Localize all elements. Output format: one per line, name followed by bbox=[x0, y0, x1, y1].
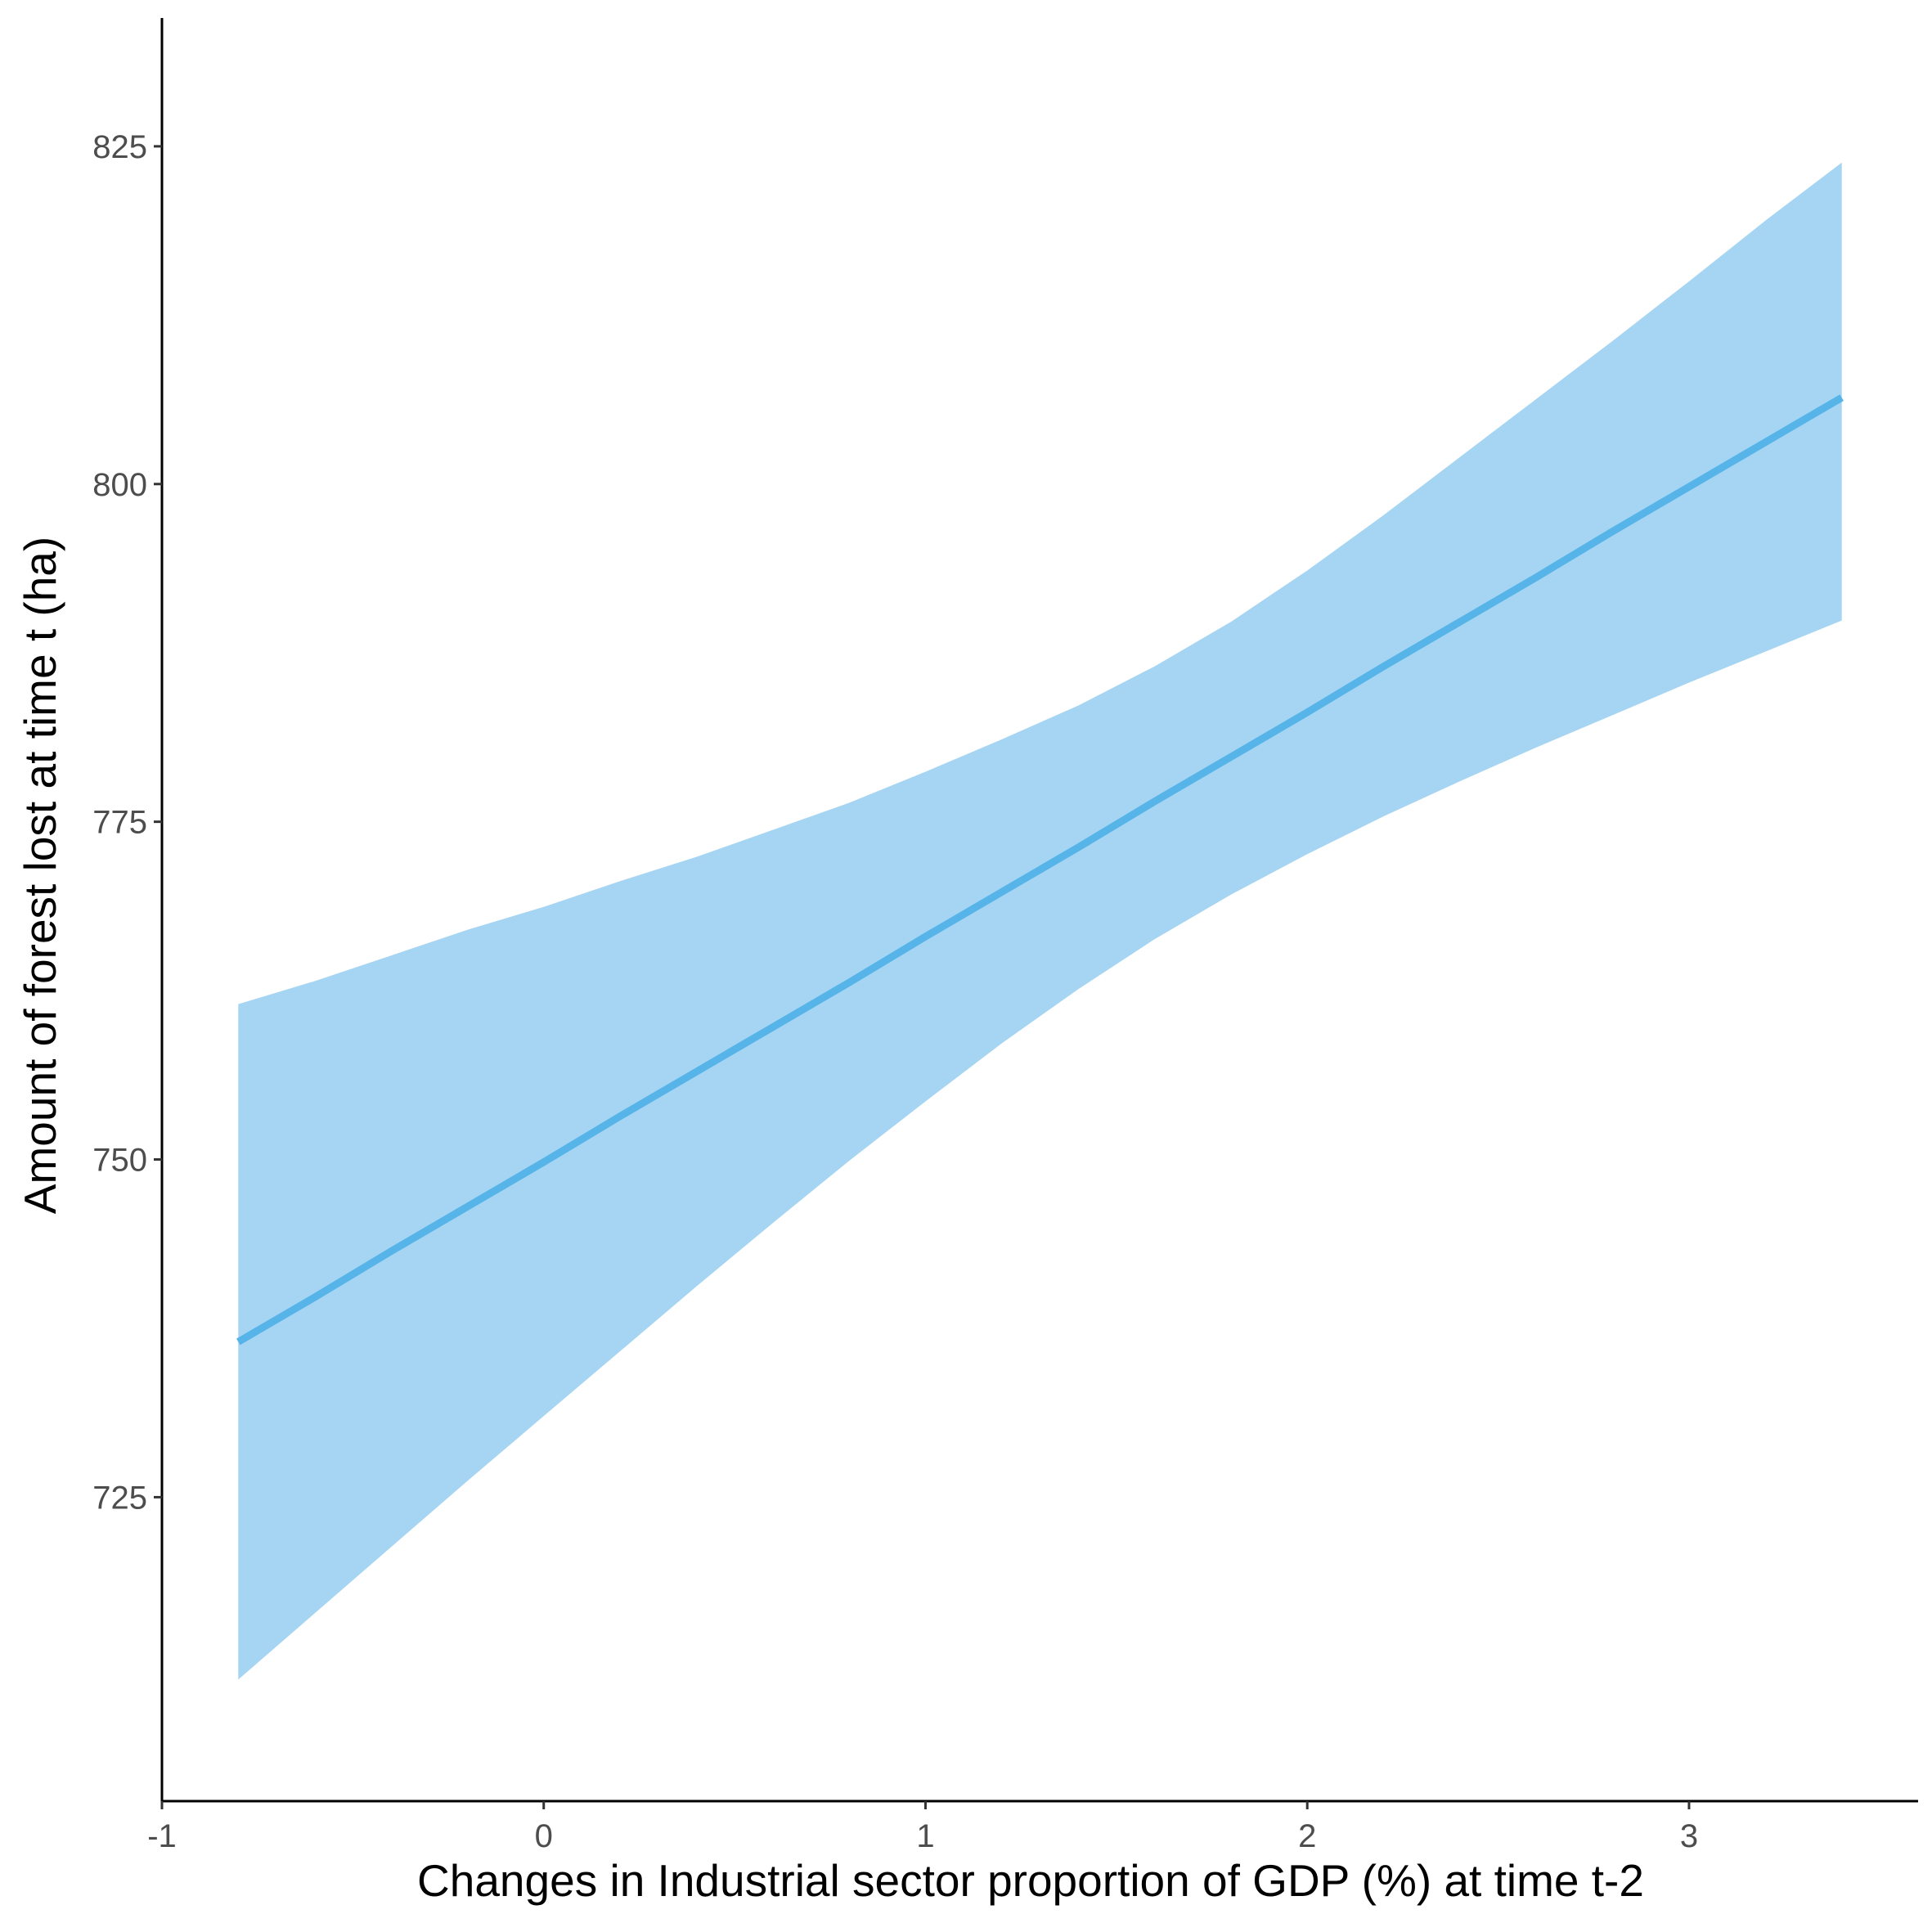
x-tick-label: 0 bbox=[535, 1818, 553, 1854]
confidence-band bbox=[238, 162, 1842, 1680]
x-axis-title: Changes in Industrial sector proportion … bbox=[417, 1855, 1644, 1906]
y-axis-ticks: 725 750 775 800 825 bbox=[92, 129, 162, 1516]
y-tick-label: 725 bbox=[92, 1480, 147, 1516]
y-axis-title: Amount of forest lost at time t (ha) bbox=[15, 537, 65, 1214]
y-tick-label: 750 bbox=[92, 1143, 147, 1179]
fitted-line bbox=[236, 394, 1844, 1346]
x-axis-ticks: -1 0 1 2 3 bbox=[147, 1801, 1698, 1854]
x-tick-label: 2 bbox=[1298, 1818, 1316, 1854]
plot-area bbox=[236, 162, 1844, 1680]
x-tick-label: -1 bbox=[147, 1818, 177, 1854]
y-tick-label: 775 bbox=[92, 805, 147, 841]
x-tick-label: 3 bbox=[1680, 1818, 1698, 1854]
x-tick-label: 1 bbox=[916, 1818, 934, 1854]
y-tick-label: 800 bbox=[92, 467, 147, 503]
y-tick-label: 825 bbox=[92, 129, 147, 165]
